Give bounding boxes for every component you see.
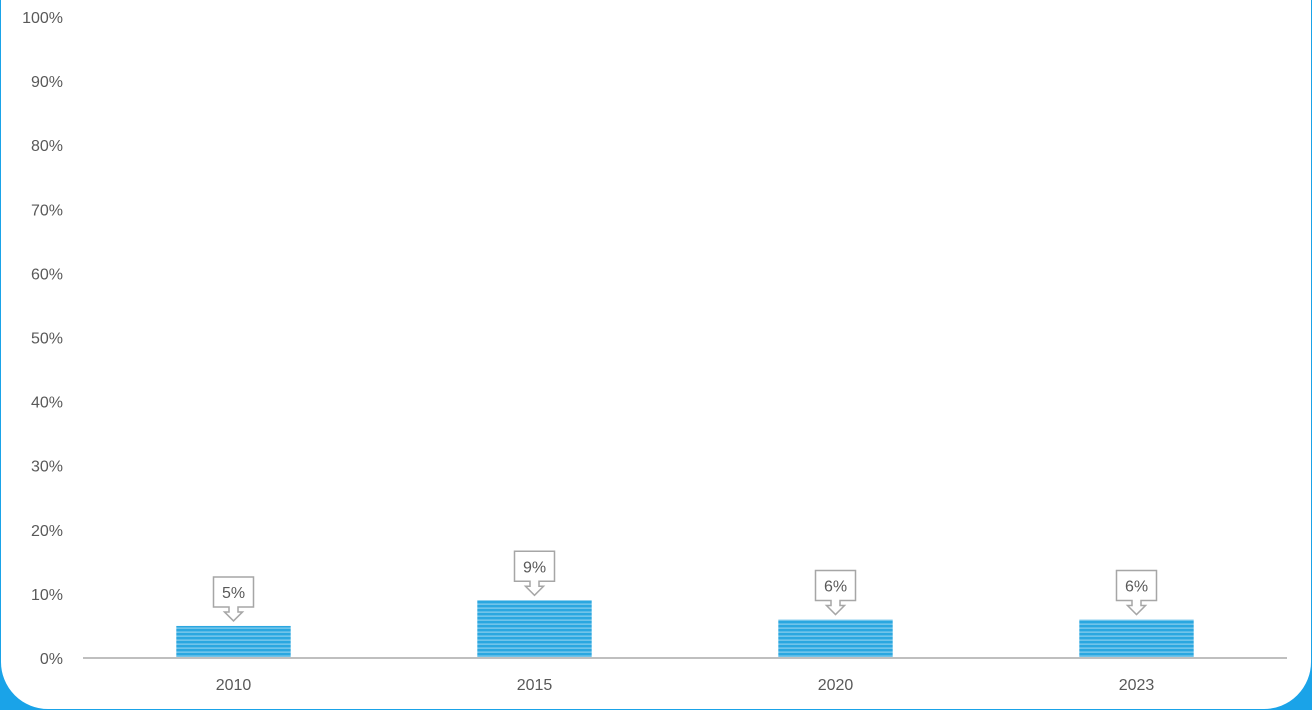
y-tick-label: 40% <box>31 395 63 412</box>
y-tick-label: 80% <box>31 138 63 155</box>
y-tick-label: 90% <box>31 74 63 91</box>
y-tick-label: 10% <box>31 587 63 604</box>
x-tick-label: 2020 <box>818 677 854 694</box>
y-tick-label: 70% <box>31 202 63 219</box>
bar-2023 <box>1079 619 1194 658</box>
x-tick-label: 2010 <box>216 677 252 694</box>
y-tick-label: 0% <box>40 651 63 668</box>
data-label-callout <box>814 569 857 616</box>
y-tick-label: 100% <box>22 10 63 27</box>
x-tick-label: 2015 <box>517 677 553 694</box>
data-label-callout <box>212 576 255 623</box>
bar-2015 <box>477 600 592 658</box>
data-label: 9% <box>523 559 546 576</box>
bars <box>176 600 1194 658</box>
data-label-callout <box>513 550 556 597</box>
y-tick-label: 60% <box>31 266 63 283</box>
data-label: 6% <box>1125 579 1148 596</box>
y-tick-label: 30% <box>31 459 63 476</box>
data-label-callouts: 5% 9% 6% 6% <box>212 550 1158 623</box>
bar-2020 <box>778 619 893 658</box>
y-tick-label: 20% <box>31 523 63 540</box>
data-label: 5% <box>222 585 245 602</box>
x-tick-label: 2023 <box>1119 677 1155 694</box>
data-label-callout <box>1115 569 1158 616</box>
bar-2010 <box>176 625 291 658</box>
y-axis-tick-labels: 0% 10% 20% 30% 40% 50% 60% 70% 80% 90% 100% <box>22 10 63 668</box>
data-label: 6% <box>824 579 847 596</box>
x-axis-tick-labels: 2010 2015 2020 2023 <box>216 677 1155 694</box>
y-tick-label: 50% <box>31 331 63 348</box>
